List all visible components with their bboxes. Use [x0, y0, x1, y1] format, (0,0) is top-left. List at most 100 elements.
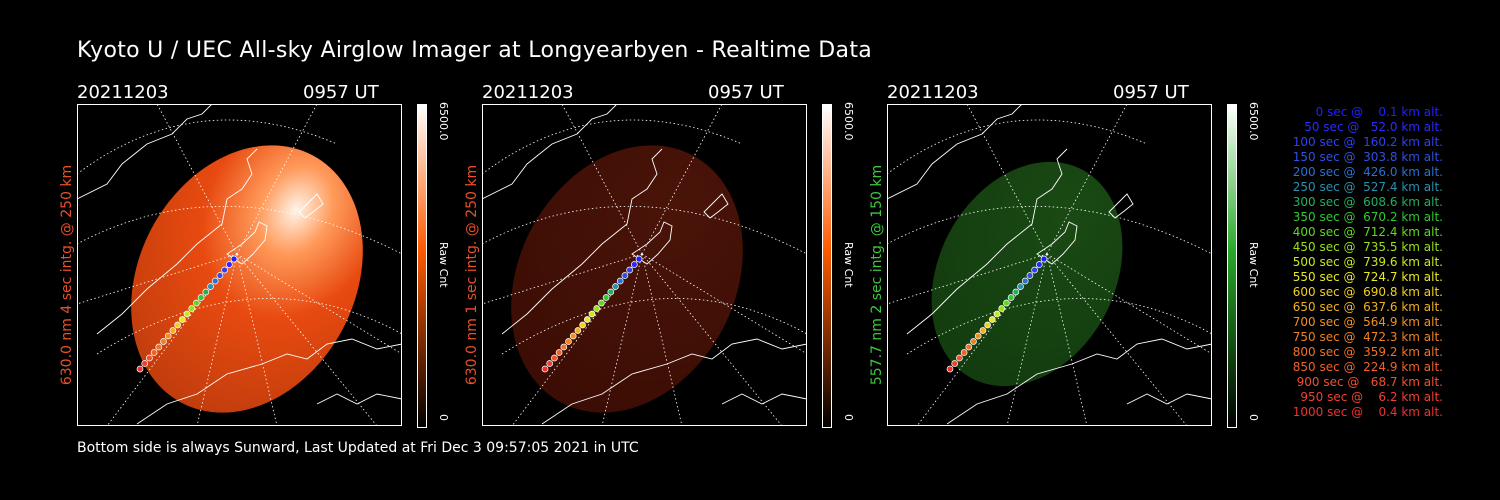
trajectory-dot: [551, 354, 558, 362]
legend-row: 800 sec @ 359.2 km alt.: [1288, 345, 1443, 359]
trajectory-dot: [569, 332, 577, 340]
trajectory-dot: [155, 343, 163, 351]
trajectory-dot: [598, 299, 605, 307]
colorbar-max-label: 6500.0: [842, 102, 855, 141]
trajectory-dot: [993, 310, 1001, 318]
trajectory-dot: [150, 349, 158, 356]
trajectory-dot: [635, 255, 643, 263]
trajectory-dot: [616, 277, 624, 285]
legend-row: 900 sec @ 68.7 km alt.: [1292, 375, 1443, 389]
trajectory-dot: [207, 283, 214, 290]
trajectory-dot: [1012, 288, 1020, 296]
legend-row: 650 sec @ 637.6 km alt.: [1288, 300, 1443, 314]
trajectory-dot: [612, 283, 619, 290]
trajectory-dot: [621, 272, 629, 279]
legend-row: 600 sec @ 690.8 km alt.: [1288, 285, 1443, 299]
colorbar-min-label: 0: [1247, 414, 1260, 421]
colorbar-max-label: 6500.0: [437, 102, 450, 141]
trajectory-dot: [965, 343, 973, 351]
trajectory-dot: [541, 365, 549, 373]
legend-row: 0 sec @ 0.1 km alt.: [1304, 105, 1443, 119]
colorbar-max-label: 6500.0: [1247, 102, 1260, 141]
colorbar: [1227, 104, 1237, 428]
trajectory-dot: [951, 360, 959, 367]
trajectory-dot: [225, 261, 233, 268]
legend-row: 350 sec @ 670.2 km alt.: [1288, 210, 1443, 224]
trajectory-dot: [211, 277, 219, 285]
trajectory-dot: [188, 305, 196, 312]
trajectory-dot: [946, 365, 954, 373]
legend-row: 550 sec @ 724.7 km alt.: [1288, 270, 1443, 284]
trajectory-dot: [193, 299, 200, 307]
trajectory-dot: [1035, 261, 1043, 268]
trajectory-dot: [1040, 255, 1048, 263]
trajectory-dot: [230, 255, 238, 263]
trajectory-dot: [1007, 294, 1015, 301]
trajectory-dot: [626, 266, 633, 274]
legend-row: 700 sec @ 564.9 km alt.: [1288, 315, 1443, 329]
trajectory-dot: [579, 321, 586, 329]
panel-557nm-2s: 20211203 0957 UT 557.7 nm 2 sec intg. @ …: [869, 80, 1260, 430]
trajectory-dot: [602, 294, 610, 301]
trajectory-dot: [956, 354, 963, 362]
legend-row: 50 sec @ 52.0 km alt.: [1296, 120, 1443, 134]
legend-row: 250 sec @ 527.4 km alt.: [1288, 180, 1443, 194]
trajectory-dot: [221, 266, 228, 274]
colorbar: [417, 104, 427, 428]
legend-row: 100 sec @ 160.2 km alt.: [1288, 135, 1443, 149]
trajectory-dot: [560, 343, 568, 351]
footer-status: Bottom side is always Sunward, Last Upda…: [77, 440, 639, 456]
trajectory-dot: [998, 305, 1006, 312]
trajectory-dot: [565, 338, 572, 345]
colorbar-min-label: 0: [437, 414, 450, 421]
trajectory-dot: [970, 338, 977, 345]
trajectory-dot: [1003, 299, 1010, 307]
trajectory-dot: [1017, 283, 1024, 290]
legend-row: 400 sec @ 712.4 km alt.: [1288, 225, 1443, 239]
colorbar-unit-label: Raw Cnt: [842, 242, 855, 288]
trajectory-dot: [202, 288, 210, 296]
trajectory-dot: [183, 310, 191, 318]
legend-row: 300 sec @ 608.6 km alt.: [1288, 195, 1443, 209]
legend-row: 200 sec @ 426.0 km alt.: [1288, 165, 1443, 179]
panel-time: 0957 UT: [303, 82, 379, 103]
legend-row: 950 sec @ 6.2 km alt.: [1296, 390, 1443, 404]
trajectory-dot: [178, 316, 186, 323]
trajectory-dot: [164, 332, 172, 340]
panel-wavelength-label: 630.0 nm 1 sec intg. @ 250 km: [464, 164, 480, 386]
legend-row: 850 sec @ 224.9 km alt.: [1288, 360, 1443, 374]
airglow-sky-image: [887, 104, 1212, 426]
panel-date: 20211203: [77, 82, 169, 103]
altitude-legend: 0 sec @ 0.1 km alt. 50 sec @ 52.0 km alt…: [1265, 105, 1443, 420]
trajectory-dot: [988, 316, 996, 323]
legend-row: 750 sec @ 472.3 km alt.: [1288, 330, 1443, 344]
colorbar-unit-label: Raw Cnt: [1247, 242, 1260, 288]
panel-date: 20211203: [887, 82, 979, 103]
airglow-sky-image: [77, 104, 402, 426]
trajectory-dot: [979, 327, 987, 334]
trajectory-dot: [574, 327, 582, 334]
page-title: Kyoto U / UEC All-sky Airglow Imager at …: [77, 38, 873, 63]
trajectory-dot: [630, 261, 638, 268]
panel-time: 0957 UT: [1113, 82, 1189, 103]
trajectory-dot: [174, 321, 181, 329]
colorbar-min-label: 0: [842, 414, 855, 421]
trajectory-dot: [555, 349, 563, 356]
panel-time: 0957 UT: [708, 82, 784, 103]
trajectory-dot: [984, 321, 991, 329]
trajectory-dot: [546, 360, 554, 367]
trajectory-dot: [588, 310, 596, 318]
trajectory-dot: [1021, 277, 1029, 285]
trajectory-dot: [160, 338, 167, 345]
trajectory-dot: [607, 288, 615, 296]
trajectory-dot: [974, 332, 982, 340]
trajectory-dot: [146, 354, 153, 362]
trajectory-dot: [141, 360, 149, 367]
trajectory-dot: [593, 305, 601, 312]
panel-wavelength-label: 630.0 nm 4 sec intg. @ 250 km: [59, 164, 75, 386]
trajectory-dot: [197, 294, 205, 301]
panel-630nm-4s: 20211203 0957 UT 630.0 nm 4 sec intg. @ …: [59, 80, 450, 430]
trajectory-dot: [583, 316, 591, 323]
trajectory-dot: [960, 349, 968, 356]
panel-date: 20211203: [482, 82, 574, 103]
